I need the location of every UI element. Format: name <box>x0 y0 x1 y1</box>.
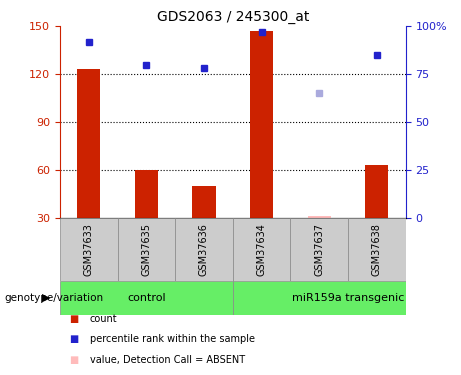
Bar <box>60 281 233 315</box>
Bar <box>348 217 406 281</box>
Bar <box>118 217 175 281</box>
Bar <box>193 186 216 218</box>
Text: genotype/variation: genotype/variation <box>5 293 104 303</box>
Text: miR159a transgenic: miR159a transgenic <box>292 293 404 303</box>
Bar <box>233 281 406 315</box>
Bar <box>308 216 331 217</box>
Text: GSM37637: GSM37637 <box>314 223 324 276</box>
Text: ▶: ▶ <box>42 293 51 303</box>
Bar <box>233 217 290 281</box>
Text: GSM37635: GSM37635 <box>142 223 151 276</box>
Text: GSM37636: GSM37636 <box>199 223 209 276</box>
Text: GSM37638: GSM37638 <box>372 223 382 276</box>
Text: GSM37634: GSM37634 <box>257 223 266 276</box>
Bar <box>77 69 100 218</box>
Text: ■: ■ <box>69 355 78 365</box>
Title: GDS2063 / 245300_at: GDS2063 / 245300_at <box>157 10 309 24</box>
Bar <box>250 31 273 217</box>
Text: ■: ■ <box>69 314 78 324</box>
Bar <box>135 170 158 217</box>
Bar <box>175 217 233 281</box>
Text: value, Detection Call = ABSENT: value, Detection Call = ABSENT <box>90 355 245 365</box>
Text: count: count <box>90 314 118 324</box>
Text: GSM37633: GSM37633 <box>84 223 94 276</box>
Text: control: control <box>127 293 165 303</box>
Text: percentile rank within the sample: percentile rank within the sample <box>90 334 255 344</box>
Text: ■: ■ <box>69 334 78 344</box>
Bar <box>60 217 118 281</box>
Bar <box>365 165 388 218</box>
Bar <box>290 217 348 281</box>
